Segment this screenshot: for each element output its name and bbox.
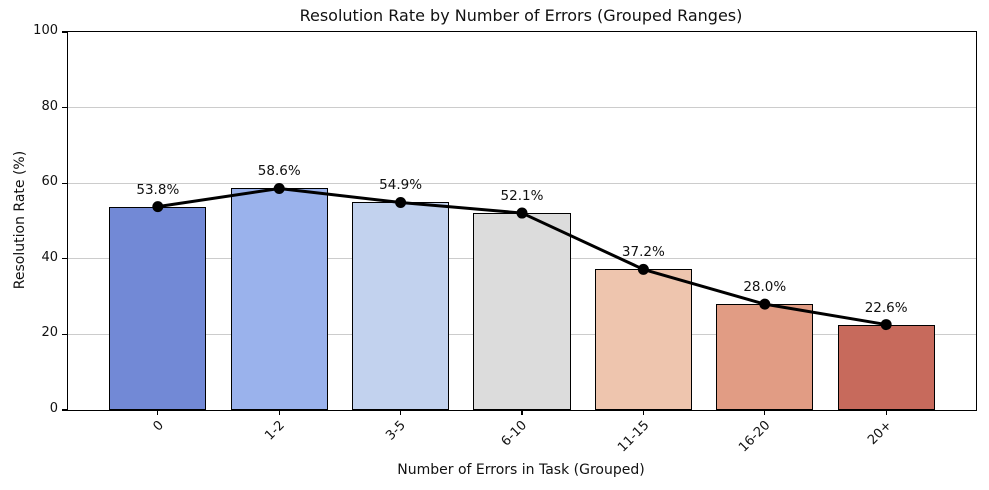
y-tick-mark bbox=[61, 31, 67, 33]
x-tick-mark bbox=[642, 410, 645, 415]
line-layer bbox=[68, 32, 976, 410]
value-label: 37.2% bbox=[621, 244, 665, 261]
data-point-marker bbox=[516, 207, 528, 219]
bar-layer bbox=[68, 32, 976, 410]
value-label: 53.8% bbox=[136, 181, 180, 198]
gridline bbox=[68, 107, 976, 109]
value-label-layer: 53.8% 58.6% 54.9% 52.1% 37.2% 28.0% 22.6% bbox=[68, 32, 976, 410]
x-tick-mark bbox=[521, 410, 523, 415]
y-tick-label: 0 bbox=[49, 401, 58, 416]
bar bbox=[230, 188, 328, 410]
x-tick-label-text: 6-10 bbox=[499, 418, 531, 450]
y-tick-label: 40 bbox=[41, 249, 58, 265]
bar bbox=[109, 206, 207, 410]
value-label: 28.0% bbox=[743, 279, 787, 296]
plot-area: 53.8% 58.6% 54.9% 52.1% 37.2% 28.0% 22.6% 0 1-2… bbox=[61, 31, 977, 455]
value-label: 52.1% bbox=[500, 188, 544, 205]
y-tick-mark bbox=[61, 258, 67, 260]
data-point-marker bbox=[273, 182, 285, 194]
x-tick-mark bbox=[157, 410, 159, 415]
data-point-marker bbox=[152, 201, 164, 213]
x-tick-mark bbox=[399, 410, 402, 415]
data-point-marker bbox=[759, 298, 771, 310]
data-point-marker bbox=[880, 319, 892, 331]
x-tick-label-text: 20+ bbox=[864, 418, 895, 449]
value-label: 22.6% bbox=[864, 299, 908, 316]
value-label: 54.9% bbox=[379, 177, 423, 194]
gridline bbox=[68, 182, 976, 184]
x-tick-label-text: 11-15 bbox=[614, 418, 652, 456]
y-tick-label: 80 bbox=[41, 98, 58, 114]
y-axis-title: Resolution Rate (%) bbox=[12, 150, 28, 290]
y-tick-mark bbox=[61, 182, 67, 184]
x-axis-title: Number of Errors in Task (Grouped) bbox=[397, 462, 645, 478]
x-axis-tick-layer: 0 1-2 3-5 6-10 11-15 16-20 20+ bbox=[68, 32, 976, 455]
x-tick-mark bbox=[764, 410, 766, 415]
y-tick-label: 100 bbox=[33, 23, 58, 38]
chart-title: Resolution Rate by Number of Errors (Gro… bbox=[299, 6, 743, 25]
y-tick-label: 60 bbox=[41, 174, 58, 190]
x-tick-label-text: 1-2 bbox=[262, 418, 288, 444]
y-axis-tickmark-layer bbox=[61, 31, 976, 411]
x-tick-mark bbox=[278, 410, 280, 415]
y-tick-mark bbox=[61, 333, 67, 336]
bar bbox=[352, 202, 450, 410]
x-tick-label-text: 0 bbox=[149, 418, 167, 435]
x-tick-mark bbox=[885, 410, 887, 415]
y-tick-mark bbox=[61, 409, 67, 411]
trend-line-overlay bbox=[152, 182, 892, 331]
data-point-marker bbox=[395, 196, 407, 208]
x-tick-label-text: 16-20 bbox=[736, 418, 774, 456]
data-point-marker bbox=[637, 263, 649, 275]
y-tick-label: 20 bbox=[41, 325, 58, 341]
value-label: 58.6% bbox=[257, 163, 301, 180]
y-tick-mark bbox=[61, 106, 67, 109]
x-tick-label-text: 3-5 bbox=[383, 418, 410, 444]
